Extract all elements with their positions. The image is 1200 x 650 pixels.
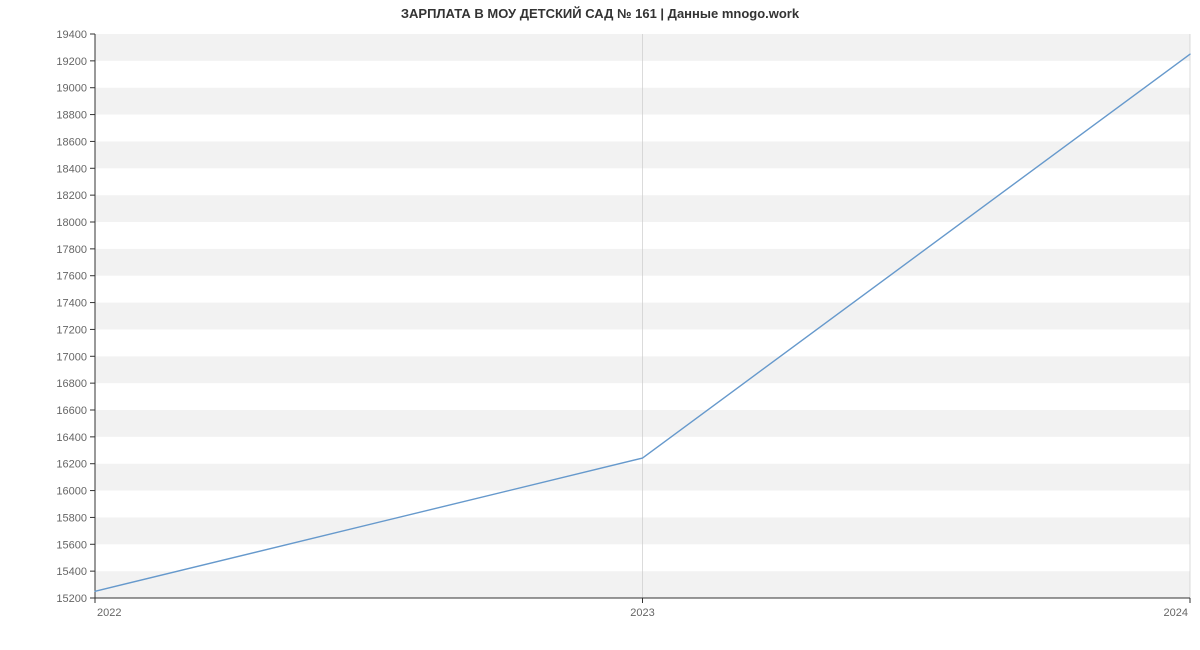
y-tick-label: 18800 <box>56 110 87 122</box>
salary-line-chart: ЗАРПЛАТА В МОУ ДЕТСКИЙ САД № 161 | Данны… <box>0 0 1200 650</box>
y-tick-label: 19000 <box>56 83 87 95</box>
y-tick-label: 15400 <box>56 566 87 578</box>
y-tick-label: 17000 <box>56 351 87 363</box>
y-tick-label: 17600 <box>56 271 87 283</box>
y-tick-label: 17400 <box>56 298 87 310</box>
x-tick-label: 2023 <box>630 607 654 619</box>
y-tick-label: 16200 <box>56 459 87 471</box>
y-tick-label: 16400 <box>56 432 87 444</box>
y-tick-label: 16800 <box>56 378 87 390</box>
y-tick-label: 17800 <box>56 244 87 256</box>
y-tick-label: 16600 <box>56 405 87 417</box>
y-tick-label: 19400 <box>56 29 87 41</box>
x-tick-label: 2024 <box>1164 607 1188 619</box>
chart-svg: 15200 15400 15600 15800 16000 16200 16400 16600… <box>0 0 1200 650</box>
y-tick-label: 17200 <box>56 324 87 336</box>
x-tick-label: 2022 <box>97 607 121 619</box>
y-tick-label: 18200 <box>56 190 87 202</box>
y-tick-label: 18600 <box>56 136 87 148</box>
y-tick-label: 18000 <box>56 217 87 229</box>
y-tick-label: 19200 <box>56 56 87 68</box>
y-tick-label: 15200 <box>56 593 87 605</box>
y-tick-label: 16000 <box>56 486 87 498</box>
y-tick-label: 15600 <box>56 539 87 551</box>
y-tick-label: 18400 <box>56 163 87 175</box>
y-tick-label: 15800 <box>56 512 87 524</box>
